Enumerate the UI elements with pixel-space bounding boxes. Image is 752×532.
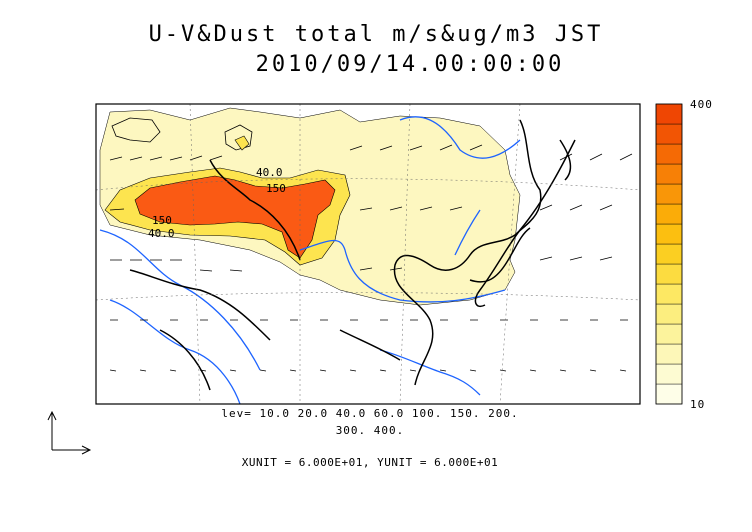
coastlines	[129, 119, 576, 391]
contour-levels-line1: lev= 10.0 20.0 40.0 60.0 100. 150. 200.	[221, 407, 519, 420]
contour-label: 40.0	[256, 166, 283, 179]
contour-label: 40.0	[148, 227, 175, 240]
map-frame	[95, 103, 641, 405]
colorbar-swatch	[655, 143, 683, 165]
colorbar-swatch	[655, 103, 683, 125]
colorbar-max-label: 400	[690, 98, 713, 111]
dust-blob	[111, 117, 161, 143]
colorbar-frame	[655, 103, 683, 405]
colorbar-swatch	[655, 203, 683, 225]
contour-label: 150	[266, 182, 286, 195]
colorbar-swatch	[655, 323, 683, 345]
colorbar-swatch	[655, 183, 683, 205]
reference-vector-arrows	[47, 410, 92, 455]
colorbar-swatch	[655, 163, 683, 185]
colorbar-swatch	[655, 303, 683, 325]
colorbar-swatch	[655, 223, 683, 245]
wind-vectors	[109, 144, 633, 372]
colorbar-swatch	[655, 283, 683, 305]
colorbar-swatch	[655, 343, 683, 365]
colorbar-swatch	[655, 383, 683, 405]
colorbar-min-label: 10	[690, 398, 706, 411]
colorbar-swatch	[655, 363, 683, 385]
colorbar	[655, 103, 683, 405]
colorbar-swatch	[655, 263, 683, 285]
map-title: U-V&Dust total m/s&ug/m3 JST	[148, 22, 604, 47]
colorbar-swatch	[655, 123, 683, 145]
contour-levels-line2: 300. 400.	[335, 424, 405, 437]
vector-units-text: XUNIT = 6.000E+01, YUNIT = 6.000E+01	[241, 456, 499, 469]
contour-label: 150	[152, 214, 172, 227]
lat-lon-grid	[96, 104, 640, 404]
dust-region-high	[134, 175, 336, 259]
colorbar-swatch	[655, 243, 683, 265]
dust-blob	[234, 135, 250, 151]
map-timestamp: 2010/09/14.00:00:00	[255, 52, 565, 77]
